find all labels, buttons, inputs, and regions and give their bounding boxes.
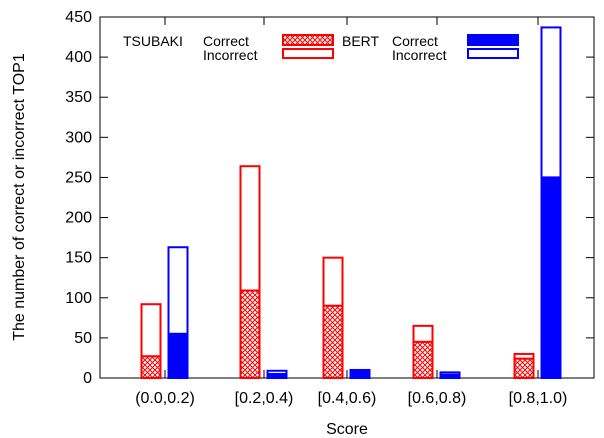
bar-tsubaki-correct (412, 340, 434, 379)
bar-tsubaki-correct (239, 289, 261, 379)
bar-bert-correct (266, 372, 288, 380)
y-tick-label: 450 (65, 9, 92, 26)
y-axis-label: The number of correct or incorrect TOP1 (11, 53, 28, 341)
x-axis-ticks: (0.0,0.2) [0.2,0.4) [0.4,0.6) [0.6,0.8) [0.8… (135, 17, 567, 407)
y-tick-label: 300 (65, 129, 92, 146)
legend-bert-correct-label: Correct (392, 33, 438, 49)
x-tick-label: (0.0,0.2) (135, 390, 195, 407)
y-tick-label: 350 (65, 89, 92, 106)
bar-tsubaki-correct (140, 355, 162, 379)
bar-tsubaki-correct (513, 357, 535, 380)
bar-bert-correct (349, 370, 371, 379)
legend: TSUBAKI Correct Incorrect BERT Correct I… (123, 33, 519, 63)
y-tick-label: 250 (65, 169, 92, 186)
legend-series-tsubaki: TSUBAKI (123, 33, 183, 49)
y-tick-label: 50 (74, 330, 92, 347)
legend-tsubaki-correct-swatch (282, 34, 334, 46)
legend-series-bert: BERT (342, 33, 380, 49)
y-tick-label: 150 (65, 250, 92, 267)
x-tick-label: [0.8,1.0) (509, 390, 568, 407)
bars (140, 26, 562, 380)
bar-bert-incorrect (167, 246, 189, 335)
y-tick-label: 400 (65, 49, 92, 66)
y-tick-label: 200 (65, 210, 92, 227)
legend-bert-incorrect-swatch (467, 48, 519, 59)
bar-bert-correct (439, 373, 461, 379)
legend-bert-correct-swatch (467, 34, 519, 46)
bar-bert-incorrect (540, 26, 562, 179)
legend-bert-incorrect-label: Incorrect (392, 47, 447, 63)
x-tick-label: [0.6,0.8) (408, 390, 467, 407)
x-axis-label: Score (326, 421, 368, 438)
y-tick-label: 0 (83, 370, 92, 387)
y-axis-ticks: 0 50 100 150 200 250 300 350 400 450 (65, 9, 594, 387)
legend-tsubaki-correct-label: Correct (203, 33, 249, 49)
bar-bert-correct (167, 332, 189, 379)
bar-tsubaki-incorrect (239, 165, 261, 292)
bar-tsubaki-correct (322, 304, 344, 379)
legend-tsubaki-incorrect-swatch (282, 48, 334, 59)
bar-tsubaki-incorrect (412, 324, 434, 343)
x-tick-label: [0.2,0.4) (235, 390, 294, 407)
bar-tsubaki-incorrect (322, 256, 344, 307)
x-tick-label: [0.4,0.6) (318, 390, 377, 407)
legend-tsubaki-incorrect-label: Incorrect (203, 47, 258, 63)
bar-bert-correct (540, 176, 562, 379)
y-tick-label: 100 (65, 290, 92, 307)
bar-tsubaki-incorrect (140, 303, 162, 358)
